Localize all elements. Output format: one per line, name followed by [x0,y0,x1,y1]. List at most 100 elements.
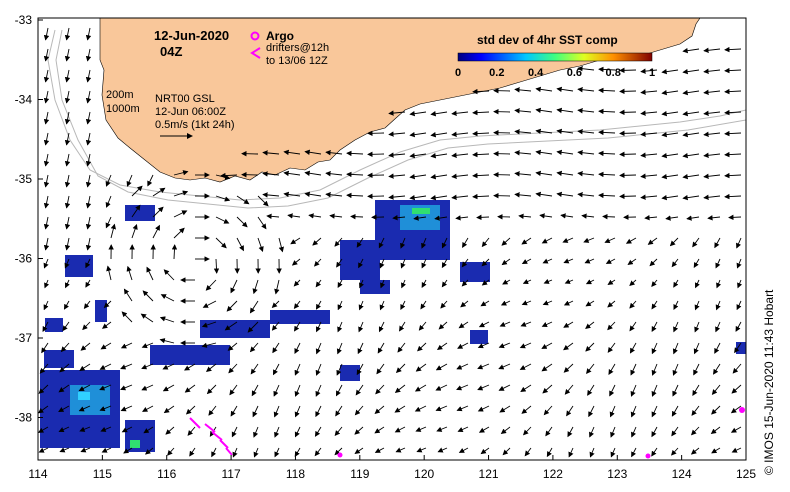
current-vector-arrow [131,204,141,218]
current-vector-arrow [472,130,490,137]
current-vector-arrow [585,279,595,285]
current-vector-arrow [498,342,511,349]
current-vector-arrow [535,170,553,177]
current-vector-arrow [205,363,217,372]
current-vector-arrow [85,132,92,146]
current-vector-arrow [514,192,532,198]
current-vector-arrow [436,426,448,432]
current-vector-arrow [541,237,553,244]
current-vector-arrow [388,131,406,137]
current-vector-arrow [451,194,469,200]
current-vector-arrow [586,363,595,375]
current-vector-arrow [64,111,71,125]
current-vector-arrow [294,363,301,376]
current-vector-arrow [542,300,553,306]
current-vector-arrow [43,300,49,311]
current-vector-arrow [316,321,322,333]
current-vector-arrow [173,210,188,218]
current-vector-arrow [647,237,658,245]
current-vector-arrow [430,153,448,159]
current-vector-arrow [395,363,406,374]
current-vector-arrow [43,111,50,125]
current-vector-arrow [85,27,92,41]
current-vector-arrow [315,384,322,397]
current-vector-arrow [80,447,91,453]
current-vector-arrow [640,152,658,158]
current-vector-arrow [358,321,364,333]
lat-tick-label: -37 [15,331,33,345]
lat-tick-label: -38 [15,411,33,425]
current-vector-arrow [250,363,259,375]
current-vector-arrow [546,447,553,458]
current-vector-arrow [400,258,406,269]
current-vector-arrow [162,363,175,370]
current-vector-arrow [619,88,637,95]
current-vector-arrow [693,363,700,376]
current-vector-arrow [577,129,595,135]
current-vector-arrow [356,237,364,248]
current-vector-arrow [543,405,553,416]
current-vector-arrow [682,68,700,75]
current-vector-arrow [563,300,574,306]
current-vector-arrow [434,215,448,221]
current-vector-arrow [400,237,406,249]
current-vector-arrow [730,426,742,433]
current-vector-arrow [736,237,742,249]
lon-tick-label: 120 [414,467,434,481]
current-vector-arrow [521,405,532,414]
current-vector-arrow [673,279,679,288]
current-vector-arrow [619,193,637,200]
current-vector-arrow [441,258,448,269]
current-vector-arrow [273,405,280,418]
current-vector-arrow [409,110,427,117]
current-vector-arrow [556,170,574,177]
current-vector-arrow [694,300,700,311]
current-vector-arrow [120,363,133,370]
current-vector-arrow [163,405,175,414]
current-vector-arrow [501,258,511,266]
credit-text: © IMOS 15-Jun-2020 11:43 Hobart [762,290,776,475]
current-vector-arrow [106,265,112,281]
current-vector-arrow [514,171,532,177]
current-vector-arrow [682,194,700,201]
current-vector-arrow [630,384,637,397]
current-vector-arrow [350,213,364,220]
current-vector-arrow [335,384,343,397]
current-vector-arrow [577,150,595,156]
current-vector-arrow [651,384,658,397]
current-vector-arrow [640,110,658,116]
current-vector-arrow [651,300,658,310]
current-vector-arrow [619,67,637,74]
current-vector-arrow [85,279,91,288]
colorbar-tick-label: 0 [455,67,461,79]
current-vector-arrow [60,342,70,353]
current-vector-arrow [58,405,70,413]
current-vector-arrow [142,290,154,302]
map-time: 04Z [160,44,182,59]
current-vector-arrow [85,195,92,209]
current-vector-arrow [173,190,189,197]
current-vector-arrow [519,363,532,370]
current-vector-arrow [85,153,92,167]
current-vector-arrow [724,151,742,158]
current-vector-arrow [100,426,112,432]
current-vector-arrow [262,192,280,198]
current-vector-arrow [414,405,427,412]
current-vector-arrow [38,384,49,394]
lat-tick-label: -34 [15,93,33,107]
current-vector-arrow [201,321,217,328]
current-vector-arrow [610,447,616,458]
current-vector-arrow [294,426,301,438]
current-vector-arrow [711,447,721,454]
current-vector-arrow [294,342,301,355]
current-vector-arrow [401,279,406,289]
current-vector-arrow [577,87,595,93]
current-vector-arrow [724,172,742,179]
lon-tick-label: 117 [222,467,241,481]
current-vector-arrow [690,426,700,436]
current-vector-arrow [126,265,133,281]
current-vector-arrow [441,237,448,249]
current-vector-arrow [421,258,427,269]
current-vector-arrow [123,288,133,302]
current-vector-arrow [374,405,385,414]
